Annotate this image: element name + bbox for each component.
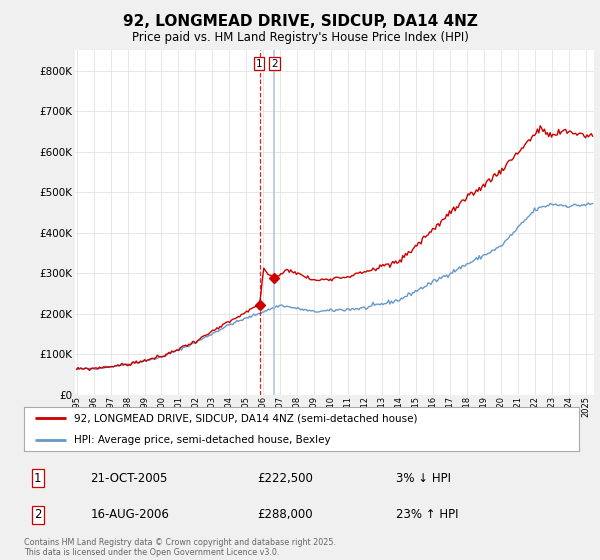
Text: 1: 1 xyxy=(256,58,262,68)
Text: Contains HM Land Registry data © Crown copyright and database right 2025.
This d: Contains HM Land Registry data © Crown c… xyxy=(24,538,336,557)
Text: HPI: Average price, semi-detached house, Bexley: HPI: Average price, semi-detached house,… xyxy=(74,435,331,445)
Text: 21-OCT-2005: 21-OCT-2005 xyxy=(91,472,168,485)
Text: 3% ↓ HPI: 3% ↓ HPI xyxy=(396,472,451,485)
Text: Price paid vs. HM Land Registry's House Price Index (HPI): Price paid vs. HM Land Registry's House … xyxy=(131,31,469,44)
Text: 92, LONGMEAD DRIVE, SIDCUP, DA14 4NZ (semi-detached house): 92, LONGMEAD DRIVE, SIDCUP, DA14 4NZ (se… xyxy=(74,413,418,423)
Text: 92, LONGMEAD DRIVE, SIDCUP, DA14 4NZ: 92, LONGMEAD DRIVE, SIDCUP, DA14 4NZ xyxy=(122,14,478,29)
Text: £288,000: £288,000 xyxy=(257,508,313,521)
Text: £222,500: £222,500 xyxy=(257,472,313,485)
Text: 16-AUG-2006: 16-AUG-2006 xyxy=(91,508,169,521)
Text: 2: 2 xyxy=(34,508,41,521)
Text: 23% ↑ HPI: 23% ↑ HPI xyxy=(396,508,458,521)
Text: 1: 1 xyxy=(34,472,41,485)
Text: 2: 2 xyxy=(271,58,278,68)
